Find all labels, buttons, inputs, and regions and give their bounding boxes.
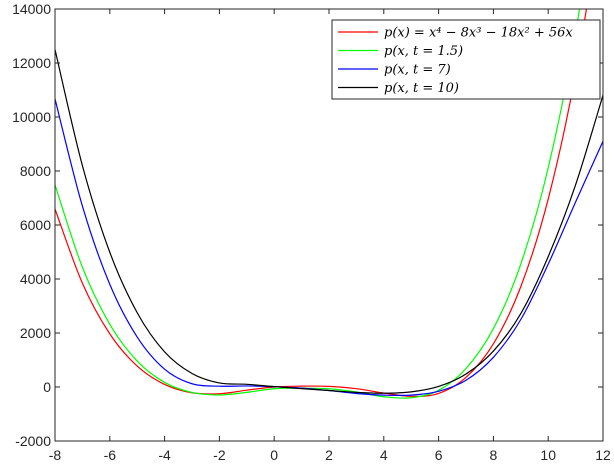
- x-tick-label--4: -4: [158, 447, 171, 463]
- legend-label-series-1: p(x, t = 1.5): [384, 44, 463, 59]
- legend-label-series-3: p(x, t = 10): [384, 81, 459, 96]
- x-tick-label-2: 2: [325, 447, 333, 463]
- legend: p(x) = x⁴ − 8x³ − 18x² + 56x p(x, t = 1.…: [331, 19, 601, 100]
- y-tick-label-6000: 6000: [20, 217, 51, 233]
- x-tick-label-12: 12: [595, 447, 611, 463]
- series-line-1: [55, 9, 581, 399]
- series-line-2: [55, 98, 603, 397]
- y-tick-label-14000: 14000: [12, 1, 51, 17]
- y-tick-label-12000: 12000: [12, 55, 51, 71]
- y-tick-label-8000: 8000: [20, 163, 51, 179]
- x-tick-label--8: -8: [49, 447, 62, 463]
- x-tick-label-0: 0: [270, 447, 278, 463]
- y-tick-label-0: 0: [43, 379, 51, 395]
- y-tick-label-2000: 2000: [20, 325, 51, 341]
- legend-label-series-2: p(x, t = 7): [384, 63, 451, 78]
- y-tick-label--2000: -2000: [15, 433, 51, 449]
- ticks: -8 -6 -4 -2 0 2 4 6 8 10 12 -2000 0 2000 4000 6000 8000 1…: [12, 1, 611, 463]
- x-tick-label-4: 4: [380, 447, 388, 463]
- x-tick-label-6: 6: [435, 447, 443, 463]
- series-line-0: [55, 9, 588, 397]
- legend-box: [331, 19, 601, 100]
- x-tick-label-8: 8: [490, 447, 498, 463]
- y-tick-label-10000: 10000: [12, 109, 51, 125]
- series-line-3: [55, 49, 603, 394]
- x-tick-label--2: -2: [213, 447, 226, 463]
- legend-label-series-0: p(x) = x⁴ − 8x³ − 18x² + 56x: [384, 26, 573, 41]
- x-tick-label-10: 10: [540, 447, 556, 463]
- y-tick-label-4000: 4000: [20, 271, 51, 287]
- x-tick-label--6: -6: [104, 447, 117, 463]
- plot-lines: [55, 9, 603, 399]
